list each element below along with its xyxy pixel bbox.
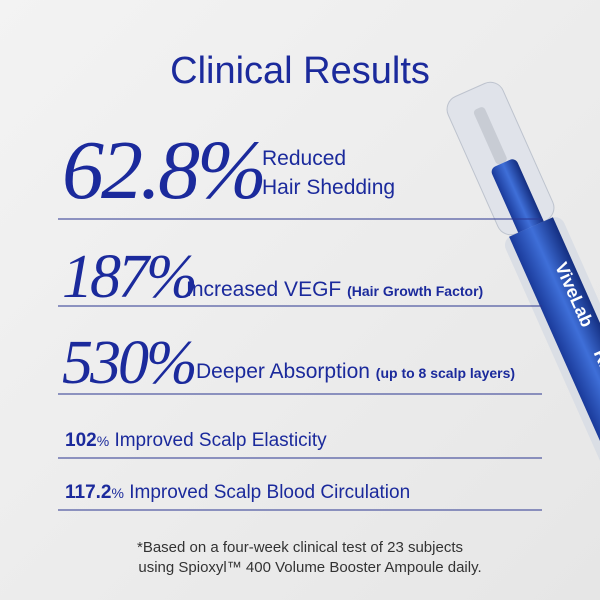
stat-unit: %	[97, 433, 109, 449]
stat-label: Increased VEGF (Hair Growth Factor)	[186, 278, 483, 301]
stat-label: Improved Scalp Blood Circulation	[129, 482, 410, 503]
pen-body	[509, 217, 600, 600]
stat-label: Improved Scalp Elasticity	[114, 430, 327, 451]
stat-value: 62.8%	[62, 124, 264, 217]
stat-value: 530%	[62, 329, 195, 397]
stat-label: Reduced	[262, 147, 346, 170]
stat-value: 187%	[62, 243, 195, 311]
footnote: using Spioxyl™ 400 Volume Booster Ampoul…	[138, 559, 481, 576]
stat-unit: %	[112, 485, 124, 501]
stat-row: 102% Improved Scalp Elasticity	[65, 430, 327, 451]
pen-tip	[473, 107, 507, 165]
stat-label: Deeper Absorption	[196, 360, 370, 383]
stat-label: Hair Shedding	[262, 176, 395, 199]
stat-value: 117.2	[65, 482, 112, 503]
stat-value: 102	[65, 430, 97, 451]
title: Clinical Results	[170, 50, 430, 92]
stat-row: 117.2% Improved Scalp Blood Circulation	[65, 482, 410, 503]
pen-text: RE	[590, 346, 600, 377]
pen-neck	[491, 159, 546, 240]
stat-label: Deeper Absorption (up to 8 scalp layers)	[196, 360, 515, 383]
stat-note: (up to 8 scalp layers)	[376, 365, 515, 381]
stat-note: (Hair Growth Factor)	[347, 283, 483, 299]
stat-label: Increased VEGF	[186, 278, 341, 301]
footnote: *Based on a four-week clinical test of 2…	[137, 539, 463, 556]
